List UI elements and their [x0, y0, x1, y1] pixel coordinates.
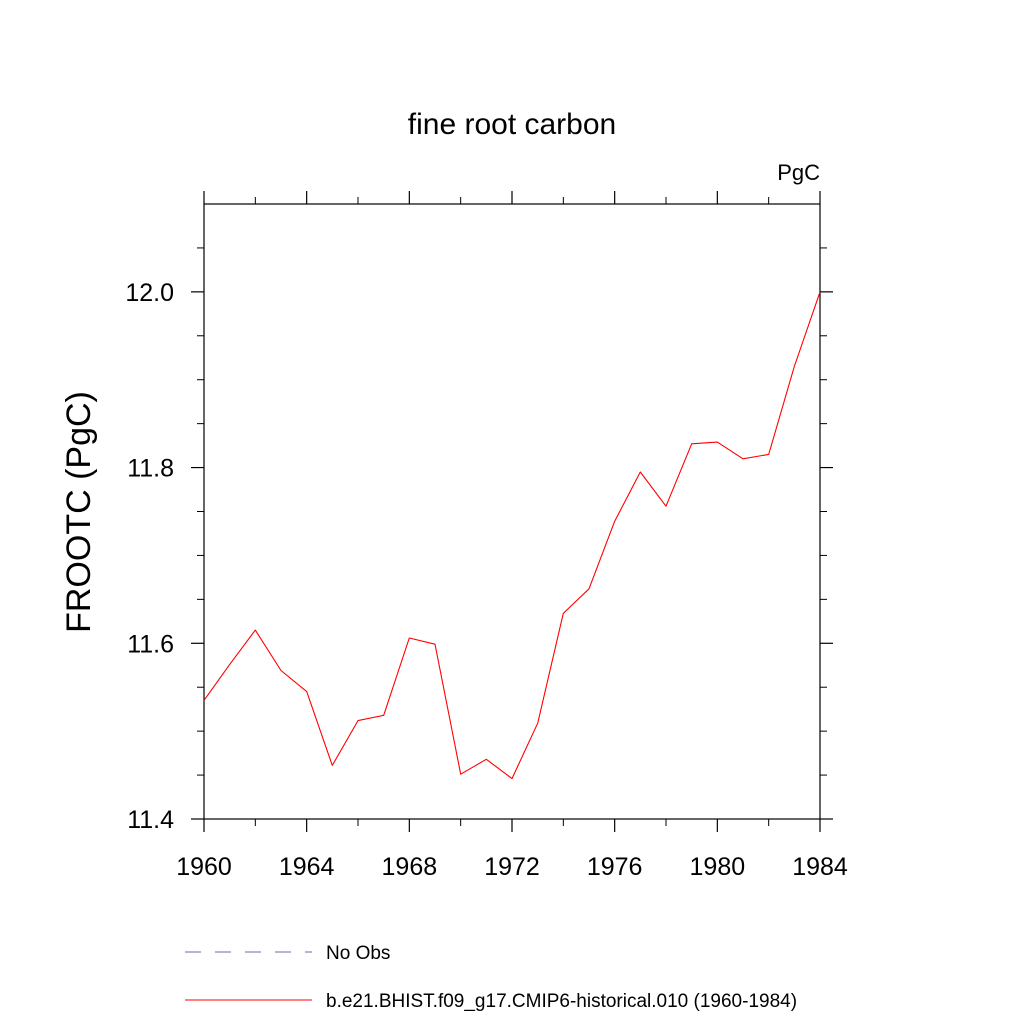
- plot-frame: [203, 203, 821, 820]
- y-tick-label: 11.4: [127, 806, 174, 834]
- x-tick-label: 1964: [279, 853, 335, 881]
- legend-label-0: No Obs: [326, 943, 390, 964]
- legend-label-1: b.e21.BHIST.f09_g17.CMIP6-historical.010…: [326, 991, 797, 1012]
- y-axis-label: FROOTC (PgC): [60, 391, 98, 633]
- series-line-0: [203, 291, 821, 780]
- x-tick-label: 1960: [176, 853, 232, 881]
- x-tick-label: 1976: [587, 853, 643, 881]
- y-tick-label: 11.8: [127, 455, 174, 483]
- y-tick-label: 12.0: [125, 279, 174, 307]
- legend: No Obs b.e21.BHIST.f09_g17.CMIP6-historic…: [185, 943, 797, 1012]
- series-layer: [203, 291, 821, 780]
- units-label: PgC: [777, 160, 820, 185]
- x-tick-label: 1984: [792, 853, 848, 881]
- axis-ticks: 1960 1964 1968 1972 1976 1980 1984 11.4 11.6 11.8…: [125, 191, 848, 881]
- x-tick-label: 1972: [484, 853, 540, 881]
- x-tick-label: 1968: [382, 853, 438, 881]
- y-tick-label: 11.6: [127, 630, 174, 658]
- x-tick-label: 1980: [690, 853, 746, 881]
- chart-title: fine root carbon: [408, 108, 616, 141]
